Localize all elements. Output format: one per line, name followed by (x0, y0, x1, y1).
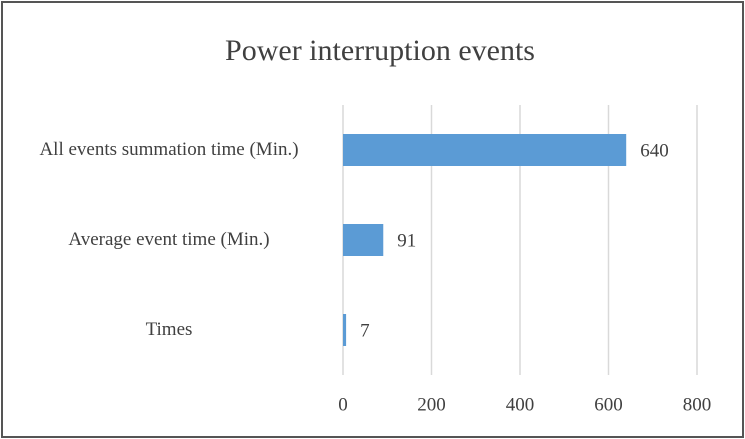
x-tick-label: 200 (417, 394, 446, 415)
x-tick-label: 800 (683, 394, 712, 415)
x-tick-label: 600 (594, 394, 623, 415)
chart-title: Power interruption events (225, 34, 535, 67)
data-label: 91 (397, 230, 416, 251)
data-label: 640 (640, 140, 669, 161)
bar (343, 134, 627, 166)
bar (343, 314, 347, 346)
bar (343, 224, 384, 256)
data-label: 7 (360, 320, 370, 341)
y-tick-label: Times (145, 319, 193, 340)
y-tick-label: All events summation time (Min.) (39, 139, 299, 160)
y-tick-label: Average event time (Min.) (68, 229, 270, 250)
x-tick-label: 0 (338, 394, 348, 415)
x-tick-label: 400 (506, 394, 535, 415)
